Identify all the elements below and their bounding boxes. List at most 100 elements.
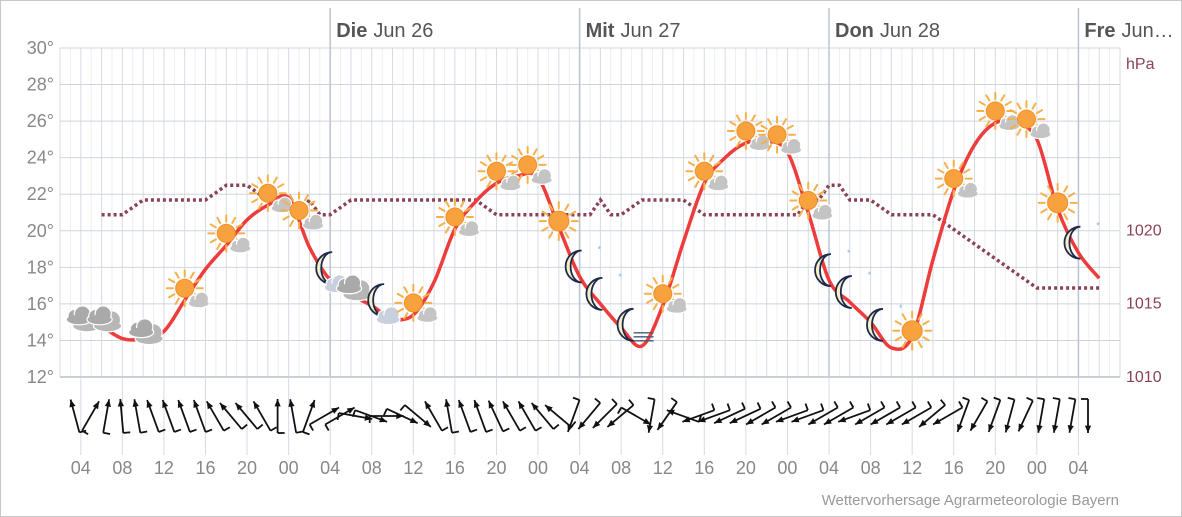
time-tick-label: 04 bbox=[1068, 458, 1088, 478]
sun-icon bbox=[892, 310, 933, 351]
wind-arrow bbox=[729, 402, 762, 425]
sun-cloud-icon bbox=[394, 283, 439, 323]
day-headers: Die Jun 26 Mit Jun 27 Don Jun 28 Fre Jun… bbox=[336, 20, 1174, 42]
time-tick-label: 20 bbox=[486, 458, 506, 478]
wind-arrow bbox=[932, 400, 964, 426]
day-date: Jun 26 bbox=[373, 20, 433, 42]
time-tick-label: 16 bbox=[195, 458, 215, 478]
wind-arrow bbox=[502, 400, 527, 432]
day-weekday: Die bbox=[336, 20, 367, 42]
wind-arrow bbox=[592, 398, 618, 429]
wind-arrow bbox=[918, 399, 946, 428]
wind-arrow bbox=[775, 403, 809, 423]
temperature-axis: 12° 14° 16° 18° 20° 22° 24° 26° 28° 30° bbox=[27, 38, 54, 387]
sun-cloud-icon bbox=[508, 145, 553, 185]
time-tick-label: 16 bbox=[694, 458, 714, 478]
sun-cloud-icon bbox=[726, 112, 771, 152]
sun-cloud-icon bbox=[435, 197, 481, 238]
wind-arrow bbox=[132, 399, 148, 434]
sun-cloud-icon bbox=[248, 174, 293, 214]
day-header: Don Jun 28 bbox=[835, 20, 940, 42]
wind-arrow bbox=[205, 400, 231, 432]
temperature-tick-label: 28° bbox=[27, 75, 54, 95]
wind-arrow bbox=[577, 397, 601, 430]
wind-arrow bbox=[302, 399, 316, 436]
time-tick-label: 08 bbox=[611, 458, 631, 478]
sun-cloud-icon bbox=[758, 115, 803, 155]
moon-cloud-icon bbox=[367, 283, 401, 326]
wind-arrow bbox=[424, 400, 449, 432]
wind-arrow bbox=[807, 400, 839, 426]
temperature-tick-label: 12° bbox=[27, 367, 54, 387]
wind-row bbox=[69, 396, 1092, 436]
sun-cloud-icon bbox=[643, 274, 688, 314]
time-tick-label: 08 bbox=[861, 458, 881, 478]
time-tick-label: 12 bbox=[902, 458, 922, 478]
wind-arrow bbox=[745, 400, 777, 426]
wind-arrow bbox=[697, 403, 731, 423]
day-weekday: Don bbox=[835, 20, 874, 42]
svg-text:*: * bbox=[1096, 221, 1100, 231]
chart-credit: Wettervorhersage Agrarmeteorologie Bayer… bbox=[822, 492, 1119, 509]
svg-text:*: * bbox=[899, 303, 903, 313]
moon-fog-icon bbox=[616, 307, 654, 342]
wind-arrow bbox=[606, 399, 635, 428]
sun-cloud-icon bbox=[280, 191, 325, 231]
pressure-unit-label: hPa bbox=[1126, 56, 1155, 73]
wind-arrow bbox=[969, 396, 989, 432]
wind-arrow bbox=[117, 398, 131, 434]
time-tick-label: 00 bbox=[1027, 458, 1047, 478]
day-date: Jun… bbox=[1122, 20, 1174, 42]
wind-arrow bbox=[1067, 397, 1077, 433]
sun-cloud-icon bbox=[685, 152, 730, 192]
time-tick-label: 20 bbox=[985, 458, 1005, 478]
wind-arrow bbox=[617, 406, 652, 426]
day-header: Mit Jun 27 bbox=[586, 20, 681, 42]
wind-arrow bbox=[530, 402, 560, 430]
wind-arrow bbox=[487, 400, 510, 433]
wind-arrow bbox=[193, 399, 213, 433]
wind-arrow bbox=[1036, 397, 1046, 433]
wind-arrow bbox=[81, 400, 100, 436]
time-tick-label: 00 bbox=[777, 458, 797, 478]
day-weekday: Mit bbox=[586, 20, 615, 42]
wind-arrow bbox=[823, 400, 855, 426]
wind-arrow bbox=[901, 400, 933, 426]
wind-arrow bbox=[177, 399, 197, 433]
time-axis: 04 08 12 16 20 00 04 08 12 16 20 00 04 08 12 16 20 00 04 08… bbox=[71, 458, 1089, 478]
wind-arrow bbox=[870, 400, 901, 426]
temperature-tick-label: 24° bbox=[27, 148, 54, 168]
wind-arrow bbox=[146, 399, 166, 433]
temperature-tick-label: 16° bbox=[27, 294, 54, 314]
time-tick-label: 20 bbox=[237, 458, 257, 478]
wind-arrow bbox=[308, 406, 340, 432]
wind-arrow bbox=[517, 400, 542, 432]
time-tick-label: 16 bbox=[445, 458, 465, 478]
wind-arrow bbox=[324, 406, 356, 432]
day-dividers bbox=[329, 8, 1080, 377]
wind-arrow bbox=[791, 403, 825, 423]
time-tick-label: 20 bbox=[736, 458, 756, 478]
wind-arrow bbox=[682, 403, 716, 423]
wind-arrow bbox=[1052, 397, 1061, 433]
pressure-axis: hPa 1010 1015 1020 bbox=[1126, 56, 1162, 386]
wind-arrow bbox=[234, 402, 264, 430]
wind-arrow bbox=[885, 400, 917, 426]
day-header: Die Jun 26 bbox=[336, 20, 433, 42]
time-tick-label: 08 bbox=[112, 458, 132, 478]
wind-arrow bbox=[274, 399, 285, 434]
wind-arrow bbox=[473, 399, 493, 433]
cloud-icon bbox=[127, 318, 164, 346]
time-tick-label: 08 bbox=[362, 458, 382, 478]
cloud-icon bbox=[86, 305, 123, 333]
pressure-tick-label: 1015 bbox=[1126, 296, 1162, 313]
sun-cloud-icon bbox=[789, 181, 834, 221]
time-tick-label: 16 bbox=[944, 458, 964, 478]
time-tick-label: 12 bbox=[403, 458, 423, 478]
wind-arrow bbox=[399, 404, 432, 428]
wind-arrow bbox=[288, 399, 304, 434]
wind-arrow bbox=[457, 399, 478, 433]
wind-arrow bbox=[1017, 396, 1034, 432]
svg-text:*: * bbox=[598, 244, 602, 254]
